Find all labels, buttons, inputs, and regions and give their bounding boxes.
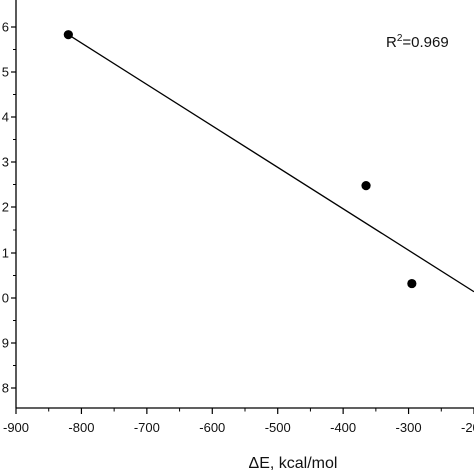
fit-line-group <box>67 34 474 293</box>
x-axis-title: ΔE, kcal/mol <box>249 455 338 472</box>
y-tick-label: 5 <box>2 65 9 80</box>
data-points-group <box>63 30 417 289</box>
r-squared-symbol: R <box>386 34 397 51</box>
r-squared-superscript: 2 <box>397 33 403 44</box>
y-tick-label: 6 <box>2 20 9 35</box>
r-squared-value: =0.969 <box>402 34 448 51</box>
x-tick-label: -200 <box>461 420 474 435</box>
y-tick-label: 2 <box>2 200 9 215</box>
data-point <box>361 181 371 191</box>
y-tick-label: 8 <box>2 381 9 396</box>
y-tick-label: 1 <box>2 246 9 261</box>
y-tick-label: 4 <box>2 110 9 125</box>
y-tick-label: 9 <box>2 336 9 351</box>
fit-line <box>67 34 474 293</box>
x-tick-label: -400 <box>330 420 356 435</box>
data-point <box>63 30 73 40</box>
x-tick-label: -300 <box>396 420 422 435</box>
r-squared-annotation: R2=0.969 <box>386 33 449 51</box>
data-point <box>407 278 417 289</box>
x-tick-label: -700 <box>134 420 160 435</box>
labels-group: ΔE, kcal/mol R2=0.969 <box>249 33 449 472</box>
x-tick-label: -900 <box>3 420 29 435</box>
x-axis: -900 -800 -700 -600 -500 -400 -300 -200 <box>3 407 474 435</box>
x-tick-label: -800 <box>68 420 94 435</box>
y-tick-label: 3 <box>2 155 9 170</box>
x-tick-label: -600 <box>199 420 225 435</box>
x-tick-label: -500 <box>265 420 291 435</box>
y-tick-label: 0 <box>2 291 9 306</box>
